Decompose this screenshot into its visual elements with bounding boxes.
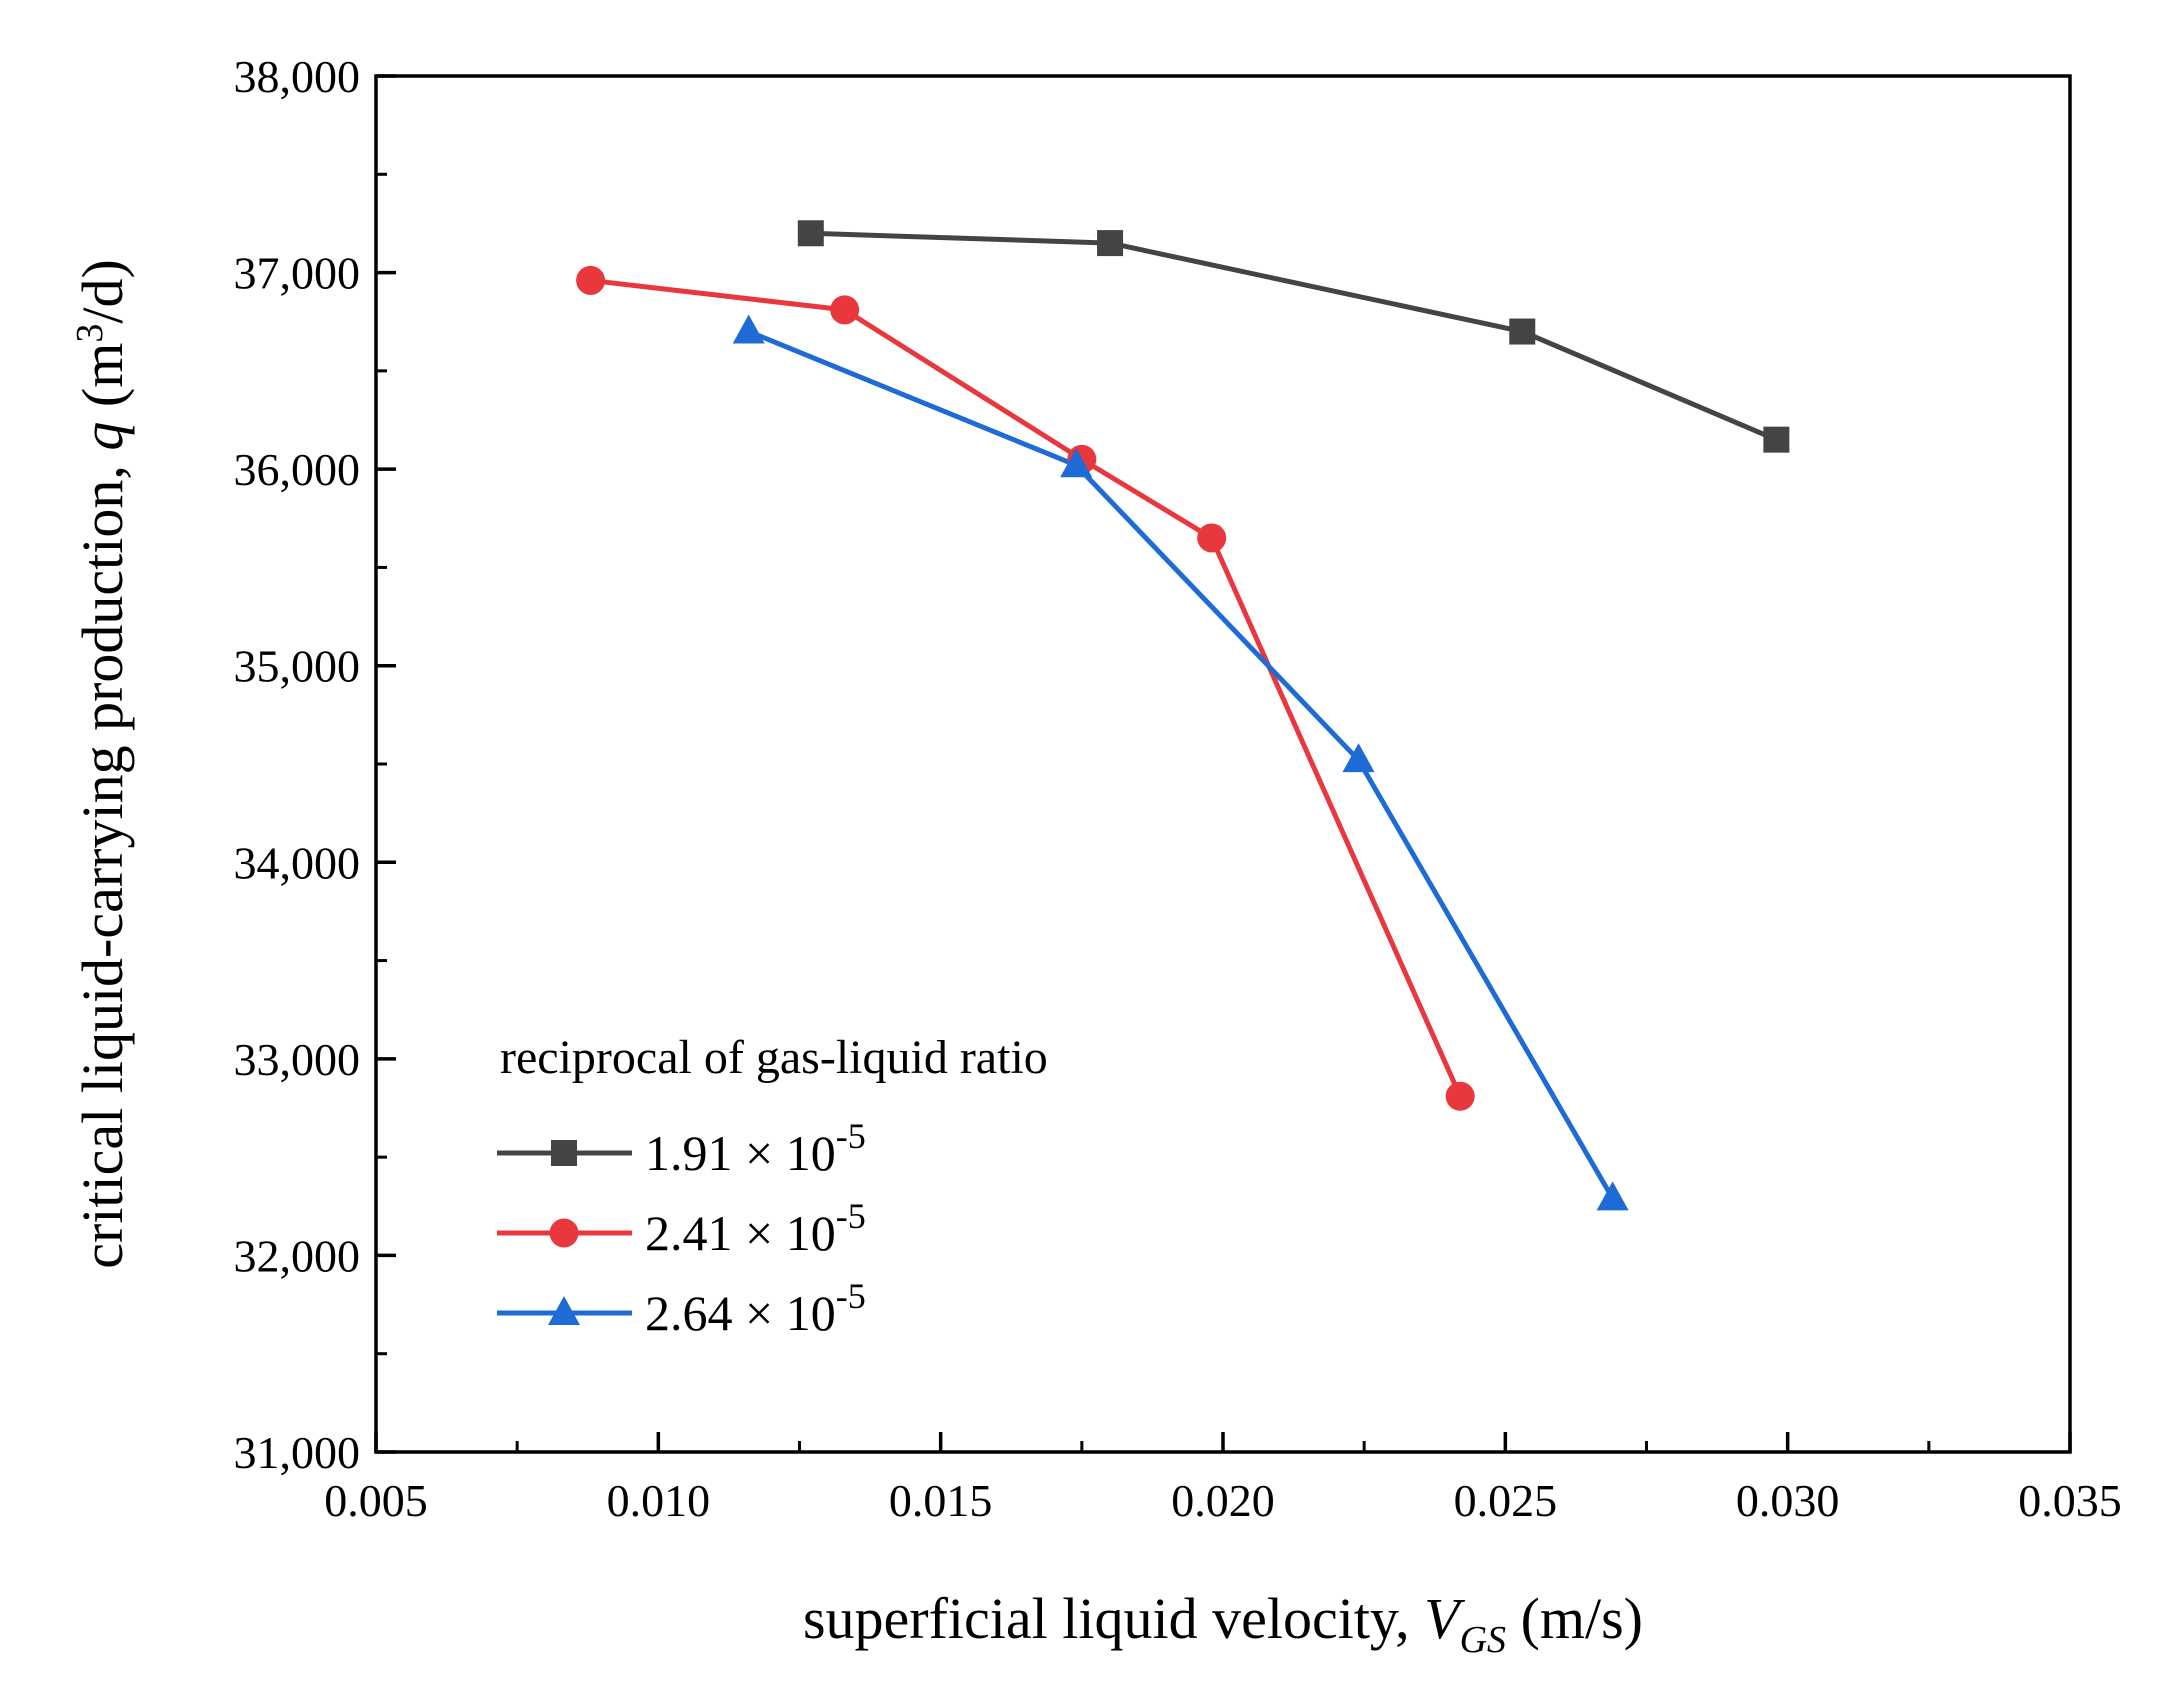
y-tick-label: 34,000 — [234, 837, 361, 888]
data-point-series-3 — [1060, 448, 1093, 478]
x-axis-title: superficial liquid velocity, VGS (m/s) — [803, 1586, 1643, 1661]
y-tick-label: 31,000 — [234, 1427, 361, 1478]
legend-title: reciprocal of gas-liquid ratio — [500, 1031, 1048, 1084]
legend-label: 1.91 × 10-5 — [645, 1116, 866, 1181]
legend-marker — [551, 1140, 577, 1166]
y-axis-title-sup: 3 — [69, 324, 111, 343]
legend-label: 2.64 × 10-5 — [645, 1276, 866, 1341]
legend-entries: 1.91 × 10-5 2.41 × 10-5 2.64 × 10-5 — [497, 1116, 866, 1341]
legend-marker — [548, 1296, 580, 1325]
data-point-series-3 — [1342, 743, 1375, 773]
y-axis-title-prefix: critical liquid-carrying production, — [70, 451, 135, 1269]
series-line-1 — [810, 230, 1778, 442]
y-tick-label: 33,000 — [234, 1034, 361, 1085]
x-axis-title-sub: GS — [1460, 1619, 1506, 1661]
y-tick-label: 37,000 — [234, 248, 361, 299]
y-axis-title: critical liquid-carrying production, q (… — [69, 259, 135, 1269]
x-axis-title-prefix: superficial liquid velocity, — [803, 1586, 1424, 1651]
x-tick-label: 0.020 — [1171, 1475, 1275, 1526]
x-tick-label: 0.010 — [607, 1475, 711, 1526]
plot-frame — [374, 74, 2072, 1454]
data-point-series-3 — [1596, 1181, 1629, 1211]
series-line-2 — [590, 277, 1463, 1098]
data-point-series-1 — [1763, 426, 1790, 453]
data-point-series-2 — [1197, 523, 1227, 553]
x-tick-label: 0.005 — [324, 1475, 428, 1526]
legend-label: 2.41 × 10-5 — [645, 1196, 866, 1261]
series-line-3 — [747, 329, 1615, 1200]
x-tick-label: 0.030 — [1736, 1475, 1840, 1526]
legend: reciprocal of gas-liquid ratio 1.91 × 10… — [497, 1031, 1048, 1341]
x-tick-label: 0.025 — [1454, 1475, 1558, 1526]
data-point-series-1 — [1097, 230, 1124, 257]
legend-entry-2: 2.41 × 10-5 — [497, 1196, 866, 1261]
data-point-series-1 — [797, 220, 824, 247]
series-markers — [576, 220, 1790, 1211]
x-axis-title-var: V — [1424, 1586, 1466, 1651]
legend-entry-3: 2.64 × 10-5 — [497, 1276, 866, 1341]
legend-entry-1: 1.91 × 10-5 — [497, 1116, 866, 1181]
y-tick-label: 32,000 — [234, 1230, 361, 1281]
legend-marker — [549, 1218, 579, 1248]
tick-labels: 0.005 0.010 0.015 0.020 0.025 0.030 0.035 31,00… — [234, 51, 2122, 1526]
y-axis-title-var: q — [70, 422, 135, 451]
y-axis-title-unit-open: (m — [70, 343, 135, 422]
data-point-series-3 — [732, 314, 765, 344]
x-tick-label: 0.015 — [889, 1475, 993, 1526]
x-axis-title-suffix: (m/s) — [1506, 1586, 1643, 1651]
x-tick-label: 0.035 — [2018, 1475, 2122, 1526]
y-tick-label: 35,000 — [234, 641, 361, 692]
y-tick-label: 38,000 — [234, 51, 361, 102]
data-point-series-1 — [1509, 318, 1536, 345]
axis-ticks — [374, 74, 2072, 1454]
data-point-series-2 — [576, 265, 606, 295]
data-point-series-2 — [1445, 1081, 1475, 1111]
y-axis-title-unit-close: /d) — [70, 259, 135, 323]
y-tick-label: 36,000 — [234, 444, 361, 495]
data-point-series-2 — [830, 295, 860, 325]
